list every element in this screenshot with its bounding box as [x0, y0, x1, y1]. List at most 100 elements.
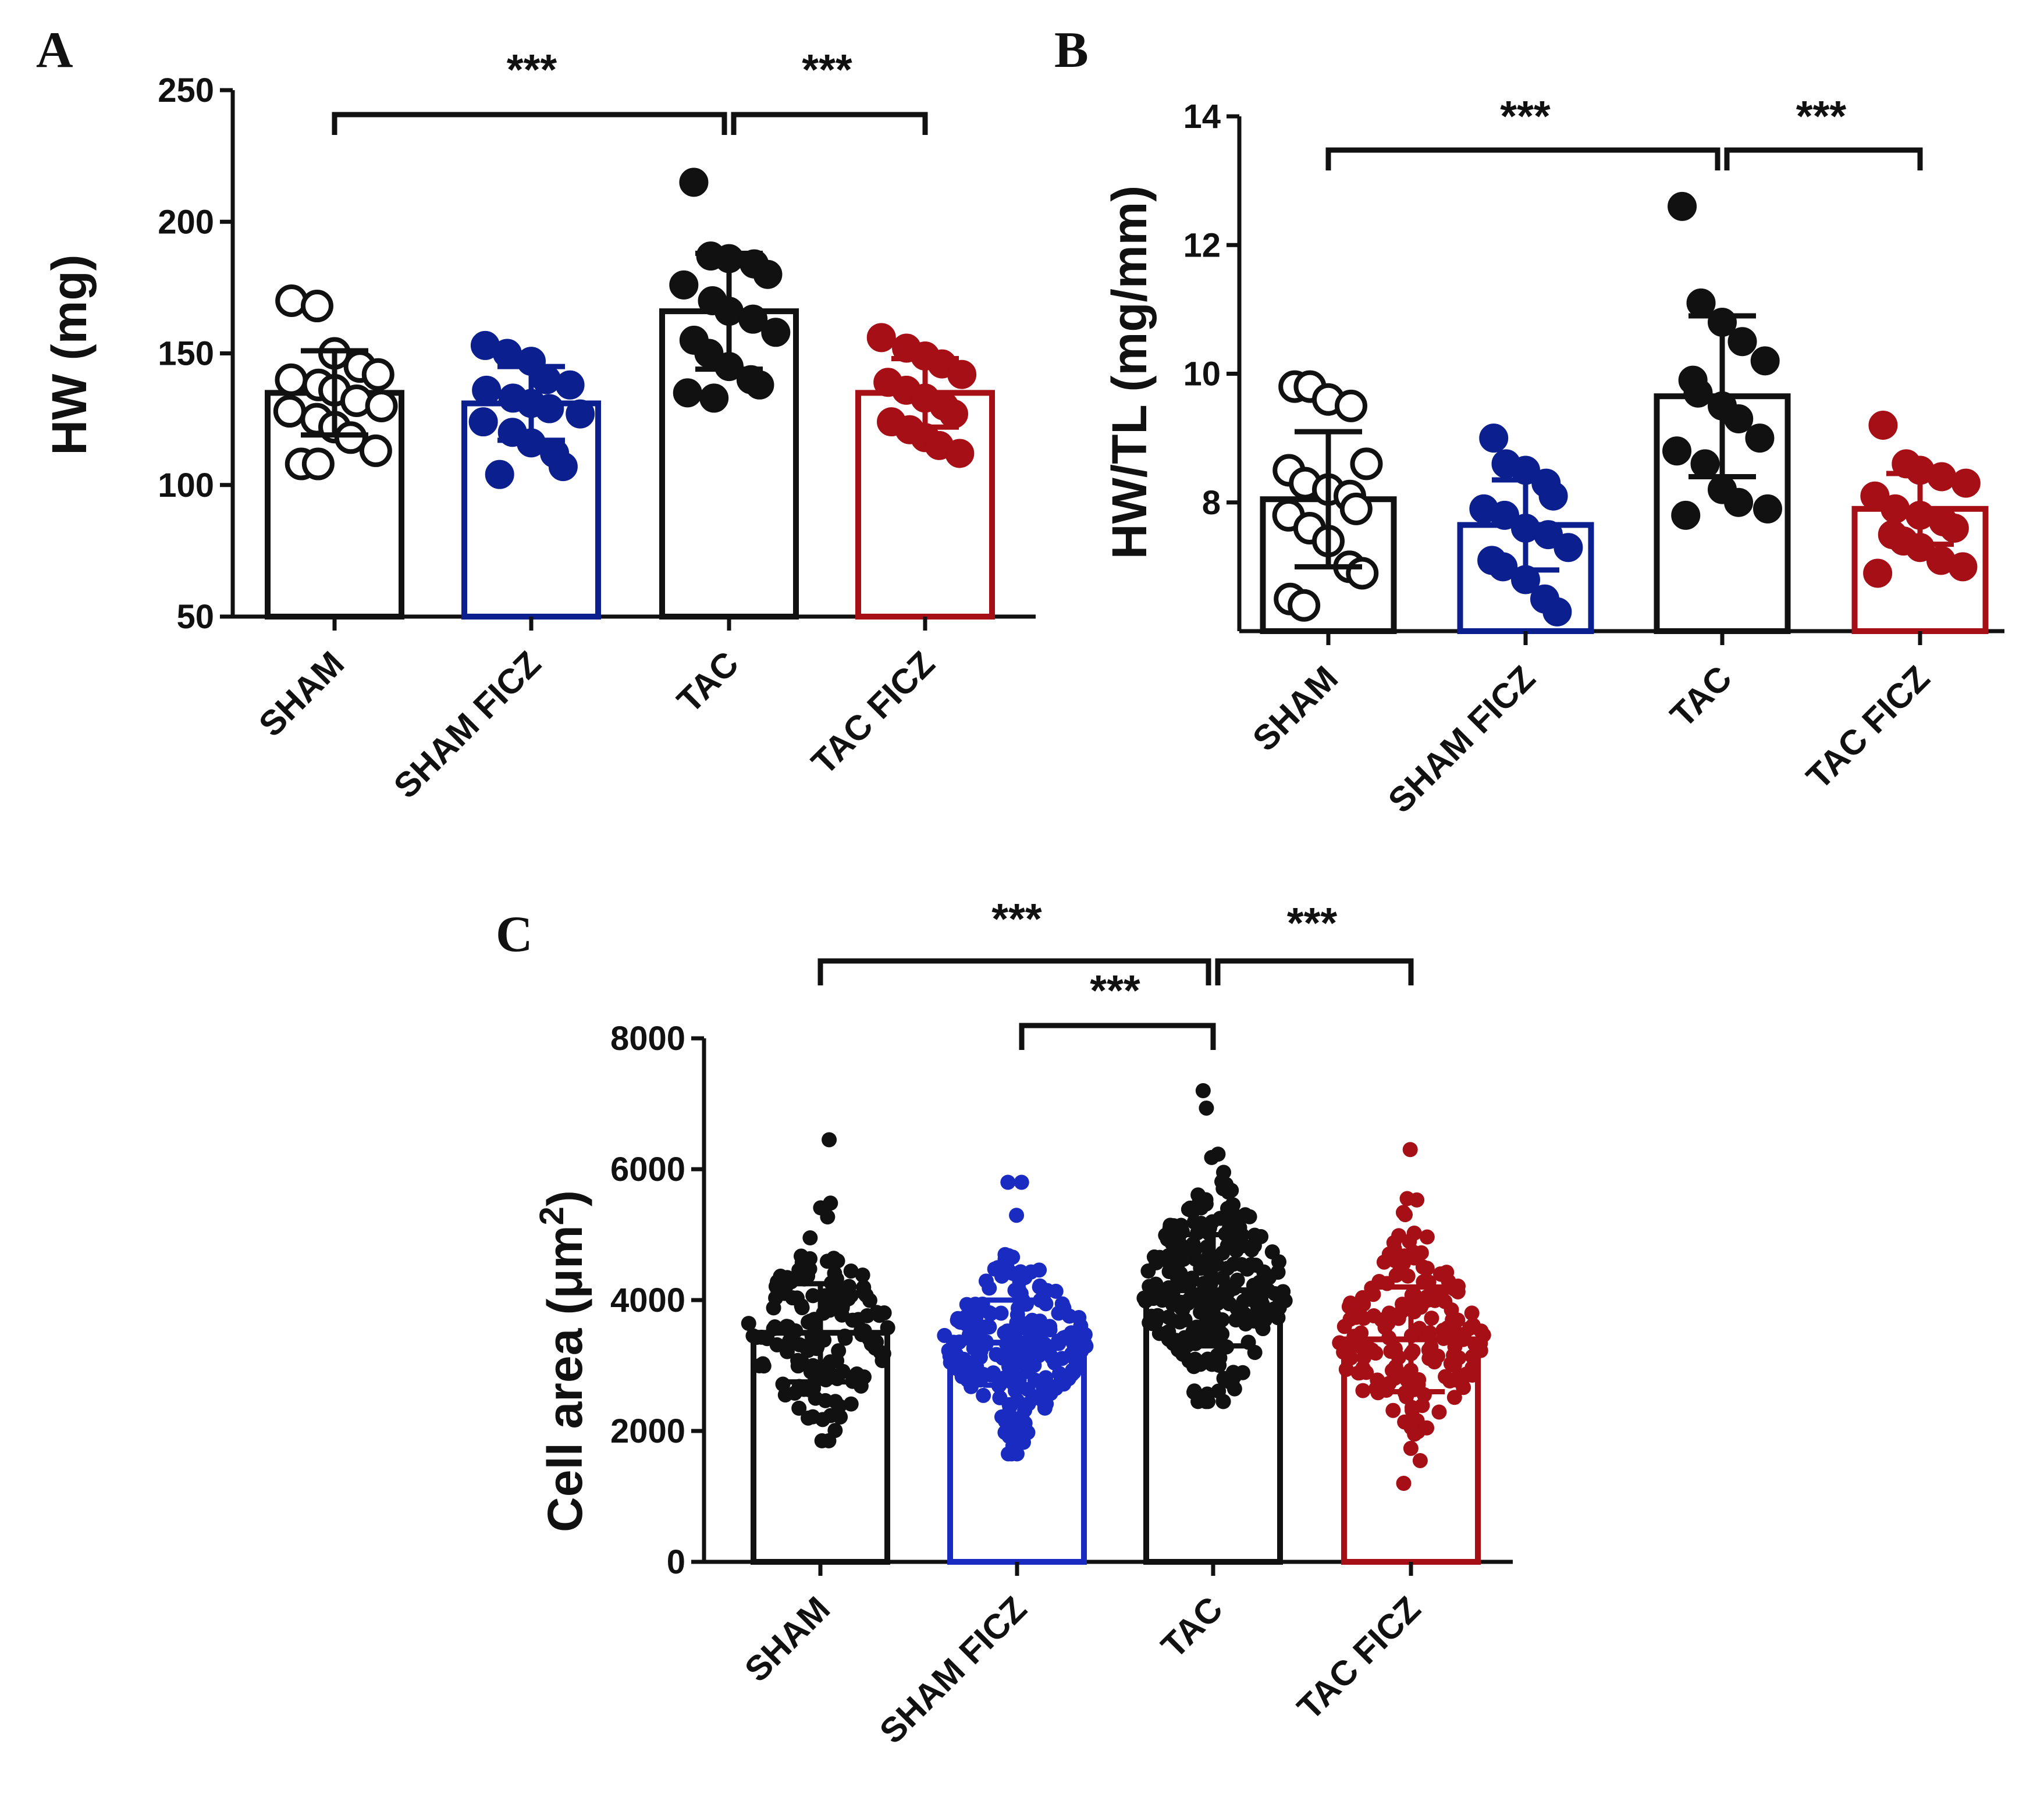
panel-b-data-point: [1490, 500, 1520, 530]
panel-c-data-point: [1242, 1209, 1257, 1224]
panel-c-data-point: [1397, 1414, 1413, 1430]
panel-c-data-point: [1227, 1381, 1242, 1397]
panel-b-category-label: TAC FICZ: [1799, 658, 1937, 796]
panel-c-data-point: [1235, 1365, 1250, 1380]
panel-c-data-point: [1212, 1211, 1228, 1226]
panel-c-data-point: [1221, 1296, 1237, 1312]
panel-c-data-point: [741, 1316, 756, 1332]
panel-c-y-tick-label: 0: [667, 1543, 685, 1581]
panel-c-data-point: [1391, 1311, 1406, 1326]
panel-c-data-point: [1421, 1351, 1437, 1366]
panel-c-data-point: [1459, 1366, 1474, 1382]
panel-c-data-point: [1246, 1238, 1262, 1254]
panel-b-data-point: [1948, 552, 1978, 582]
panel-c-data-point: [1000, 1174, 1016, 1190]
panel-c-data-point: [1462, 1320, 1478, 1336]
panel-a-data-point: [738, 304, 768, 334]
panel-c-data-point: [1254, 1318, 1270, 1333]
panel-c-data-point: [1456, 1380, 1471, 1395]
panel-c-data-point: [1039, 1283, 1055, 1298]
panel-c-data-point: [983, 1306, 998, 1322]
panel-c-data-point: [1419, 1420, 1435, 1436]
panel-a-data-point: [275, 363, 308, 396]
panel-b-data-point: [1927, 462, 1957, 492]
panel-b-data-point: [1939, 514, 1969, 543]
panel-c-data-point: [937, 1327, 952, 1343]
panel-a-y-tick-label: 250: [158, 72, 214, 109]
panel-c-data-point: [821, 1433, 837, 1448]
panel-b-data-point: [1683, 378, 1713, 408]
panel-c-y-tick-label: 6000: [610, 1151, 685, 1188]
panel-a-data-point: [273, 395, 306, 428]
panel-a-letter: A: [36, 22, 73, 79]
panel-c-data-point: [1196, 1276, 1211, 1291]
panel-c-data-point: [826, 1251, 841, 1266]
panel-a: A HW (mg) 50 100 150 200 250 SHAM SHAM FICZ TAC…: [36, 22, 1036, 806]
panel-c-data-point: [1193, 1297, 1209, 1312]
panel-c-data-point: [1026, 1313, 1042, 1329]
panel-a-data-point: [866, 323, 896, 353]
panel-c-data-point: [1058, 1329, 1074, 1345]
panel-c-data-point: [1204, 1149, 1220, 1165]
panel-a-data-point: [334, 421, 367, 454]
panel-c-data-point: [1386, 1244, 1402, 1260]
panel-b-data-point: [1538, 481, 1568, 511]
panel-b-data-point: [1951, 468, 1981, 498]
panel-a-data-point: [699, 383, 729, 413]
panel-c-data-point: [802, 1251, 818, 1266]
panel-c-data-point: [1243, 1256, 1259, 1272]
panel-c-data-point: [1056, 1376, 1072, 1392]
panel-b-y-axis-title: HW/TL (mg/mm): [1102, 186, 1157, 559]
panel-a-data-point: [566, 399, 595, 429]
panel-a-data-point: [275, 284, 308, 317]
panel-c-data-point: [1226, 1256, 1242, 1272]
panel-c-data-point: [1434, 1291, 1450, 1307]
panel-c-y-tick-label: 8000: [610, 1020, 685, 1058]
panel-a-data-point: [365, 390, 398, 422]
panel-c-data-point: [1423, 1339, 1439, 1355]
panel-a-data-point: [947, 359, 977, 389]
panel-a-data-point: [548, 452, 578, 482]
panel-c-data-point: [1342, 1311, 1358, 1327]
panel-c-data-point: [1185, 1236, 1201, 1252]
panel-b-data-point: [1339, 492, 1373, 525]
panel-c-data-point: [1182, 1200, 1198, 1216]
panel-c-data-point: [834, 1300, 850, 1316]
panel-c-data-point: [1464, 1349, 1480, 1365]
panel-a-y-tick-label: 150: [158, 335, 214, 373]
panel-c-category-label: TAC: [1154, 1589, 1230, 1665]
panel-c-data-point: [1377, 1320, 1393, 1336]
panel-b-data-point: [1288, 589, 1321, 622]
panel-c-data-point: [1193, 1357, 1208, 1372]
panel-a-y-tick-label: 100: [158, 467, 214, 504]
panel-c-data-point: [813, 1200, 829, 1216]
panel-b-data-point: [1671, 500, 1701, 530]
panel-c-data-point: [1182, 1275, 1197, 1291]
panel-c-data-point: [976, 1387, 991, 1403]
panel-c-data-point: [1400, 1268, 1416, 1284]
panel-a-data-point: [300, 290, 333, 323]
panel-b-data-point: [1334, 389, 1367, 422]
panel-b-data-point: [1488, 552, 1518, 582]
panel-c-data-point: [790, 1352, 806, 1368]
panel-a-y-tick-label: 50: [176, 598, 214, 636]
panel-a-data-point: [555, 370, 585, 400]
panel-c-data-point: [766, 1300, 781, 1316]
panel-c-data-point: [1412, 1452, 1428, 1468]
panel-c-data-point: [1442, 1373, 1458, 1389]
panel-c-data-point: [982, 1319, 997, 1335]
panel-c-significance-label: ***: [1090, 966, 1140, 1014]
panel-c-data-point: [1151, 1252, 1167, 1268]
panel-c-data-point: [1193, 1200, 1209, 1216]
panel-a-significance-label: ***: [507, 45, 557, 94]
panel-c-data-point: [959, 1297, 975, 1312]
panel-c-significance-label: ***: [991, 895, 1042, 943]
panel-c-data-point: [863, 1336, 879, 1352]
panel-c-data-point: [1215, 1394, 1231, 1409]
panel-c-data-point: [1338, 1362, 1354, 1377]
panel-c-data-point: [794, 1300, 810, 1316]
panel-b-y-tick-label: 12: [1183, 226, 1221, 264]
panel-c-y-axis-title-main: Cell area (μm: [538, 1225, 592, 1532]
panel-c-data-point: [1038, 1370, 1054, 1386]
